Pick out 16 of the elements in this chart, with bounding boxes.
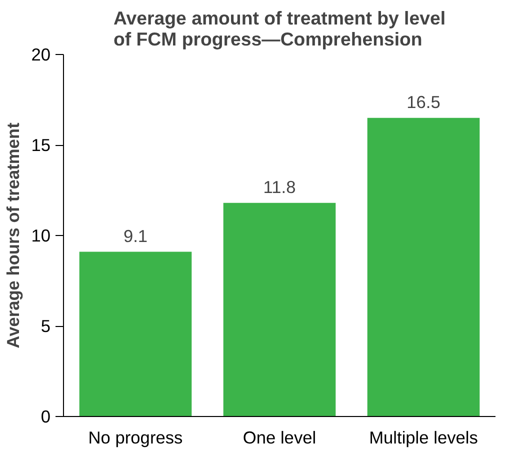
- bar: [223, 202, 336, 416]
- y-tick-label: 0: [40, 406, 51, 426]
- data-label: 16.5: [406, 92, 440, 112]
- y-tick-label: 5: [40, 316, 51, 336]
- chart-title: Average amount of treatment by level of FCM progress—Comprehension: [113, 8, 446, 50]
- y-axis-title: Average hours of treatment: [3, 122, 24, 348]
- y-tick-label: 15: [31, 135, 51, 155]
- x-tick-label: One level: [242, 428, 316, 448]
- data-label: 9.1: [123, 226, 148, 246]
- x-tick-label: No progress: [88, 428, 184, 448]
- x-tick-label: Multiple levels: [369, 428, 478, 448]
- data-label: 11.8: [263, 176, 296, 197]
- y-tick-label: 20: [31, 44, 51, 64]
- y-tick-label: 10: [31, 226, 51, 246]
- bar: [367, 118, 480, 416]
- bar: [79, 252, 192, 416]
